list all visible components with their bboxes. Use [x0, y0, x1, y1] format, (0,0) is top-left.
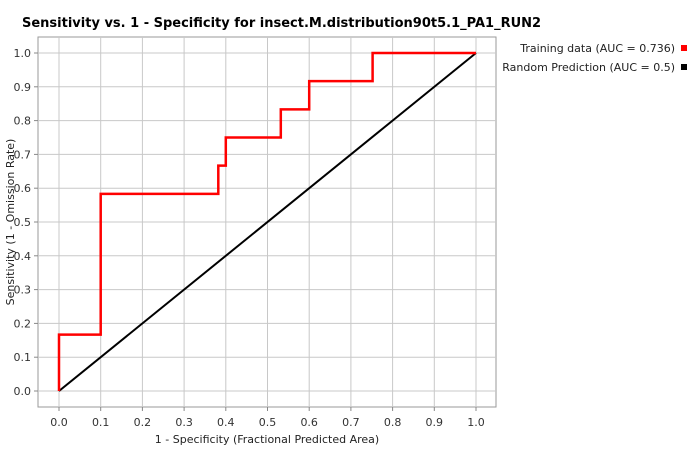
- y-tick-label: 0.5: [14, 216, 32, 229]
- x-tick-label: 0.6: [300, 416, 318, 429]
- y-tick-label: 0.6: [14, 182, 32, 195]
- y-tick-label: 0.2: [14, 317, 32, 330]
- x-tick-label: 0.9: [426, 416, 444, 429]
- series-layer: [57, 51, 477, 392]
- x-tick-label: 1.0: [467, 416, 485, 429]
- legend-swatch: [681, 64, 687, 70]
- y-tick-label: 0.7: [14, 148, 32, 161]
- y-tick-label: 0.0: [14, 385, 32, 398]
- x-tick-label: 0.4: [217, 416, 235, 429]
- x-tick-label: 0.8: [384, 416, 402, 429]
- y-tick-label: 1.0: [14, 47, 32, 60]
- y-tick-label: 0.3: [14, 284, 32, 297]
- legend-label: Training data (AUC = 0.736): [519, 42, 675, 55]
- x-tick-label: 0.5: [259, 416, 277, 429]
- y-tick-label: 0.8: [14, 115, 32, 128]
- y-tick-label: 0.9: [14, 81, 32, 94]
- legend-label: Random Prediction (AUC = 0.5): [502, 61, 675, 74]
- legend-swatch: [681, 45, 687, 51]
- legend: Training data (AUC = 0.736) Random Predic…: [502, 42, 687, 74]
- training-data-line: [57, 51, 476, 391]
- random-prediction-line: [58, 52, 477, 392]
- y-tick-label: 0.4: [14, 250, 32, 263]
- x-axis-label: 1 - Specificity (Fractional Predicted Ar…: [155, 433, 379, 446]
- x-tick-label: 0.7: [342, 416, 360, 429]
- y-axis-label: Sensitivity (1 - Omission Rate): [4, 139, 17, 306]
- x-tick-label: 0.3: [175, 416, 193, 429]
- x-axis-ticks: 0.0 0.1 0.2 0.3 0.4 0.5 0.6 0.7 0.8 0.9 1.0: [50, 407, 485, 429]
- x-tick-label: 0.2: [134, 416, 152, 429]
- x-tick-label: 0.1: [92, 416, 110, 429]
- x-tick-label: 0.0: [50, 416, 68, 429]
- y-axis-ticks: 0.0 0.1 0.2 0.3 0.4 0.5 0.6 0.7 0.8 0.9 1.0: [14, 47, 38, 398]
- y-tick-label: 0.1: [14, 351, 32, 364]
- chart-title: Sensitivity vs. 1 - Specificity for inse…: [22, 16, 541, 31]
